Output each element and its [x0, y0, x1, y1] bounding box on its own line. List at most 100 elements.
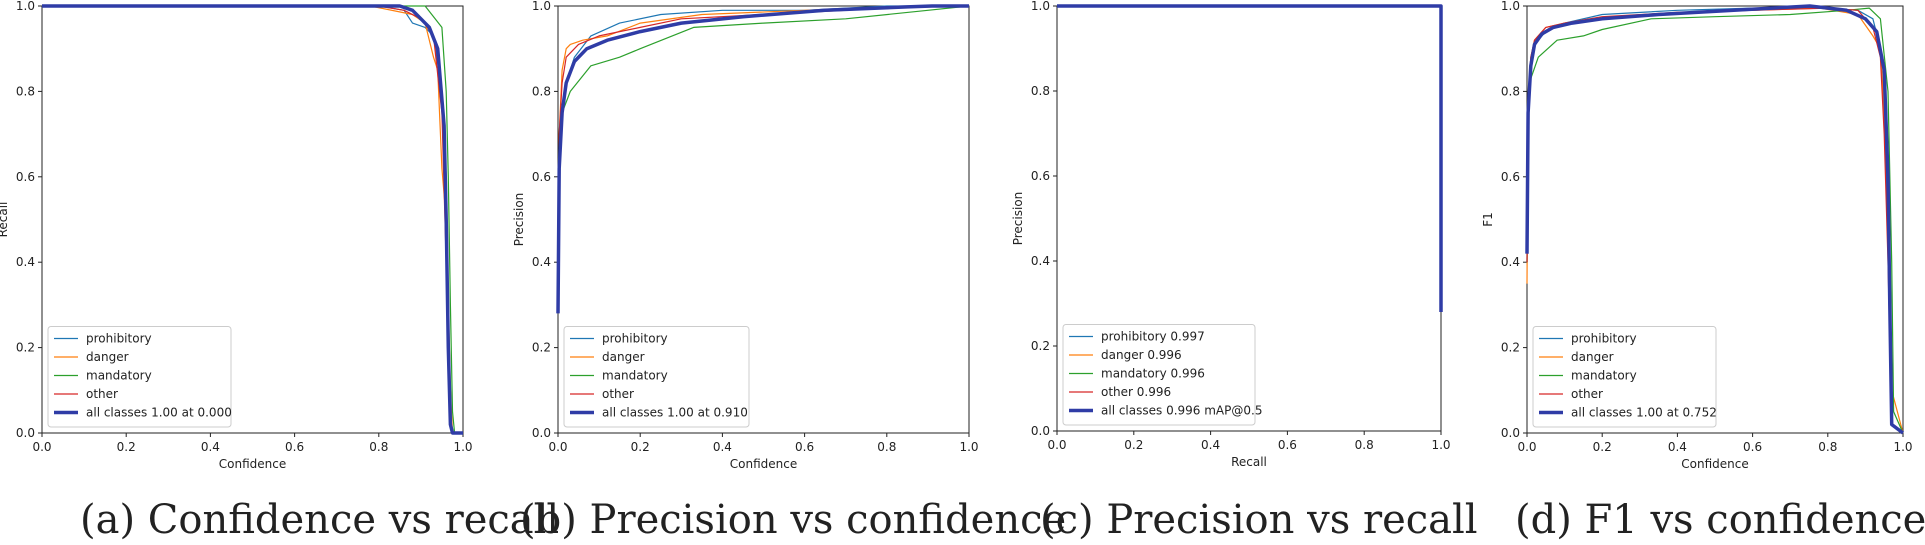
- series-line-all: [556, 4, 969, 314]
- legend-label: prohibitory: [86, 332, 152, 346]
- x-tick-label: 0.4: [1201, 438, 1220, 452]
- legend-label: danger: [86, 350, 129, 364]
- y-tick-label: 1.0: [532, 0, 551, 13]
- series-line-all: [1057, 4, 1443, 312]
- legend-label: other: [1571, 387, 1603, 401]
- x-tick-label: 1.0: [959, 440, 978, 454]
- series-line-mandatory: [557, 5, 970, 305]
- x-tick-label: 0.2: [117, 440, 136, 454]
- x-tick-label: 0.0: [548, 440, 567, 454]
- series-line-mandatory: [42, 5, 463, 434]
- x-tick-label: 0.4: [1668, 440, 1687, 454]
- legend-label: all classes 1.00 at 0.752: [1571, 406, 1717, 420]
- series-line-danger: [1057, 5, 1442, 312]
- x-tick-label: 0.0: [1517, 440, 1536, 454]
- y-tick-label: 0.4: [532, 255, 551, 269]
- legend-label: prohibitory: [602, 332, 668, 346]
- y-tick-label: 0.0: [1501, 426, 1520, 440]
- series-line-mandatory: [1526, 7, 1904, 434]
- panel-a: 0.0 0.2 0.4 0.6 0.8 1.0 0.0 0.2 0.4 0.6 0.8 1.0 Conf…: [0, 0, 559, 543]
- y-tick-label: 1.0: [1031, 0, 1050, 13]
- x-tick-label: 1.0: [453, 440, 472, 454]
- x-tick-label: 0.2: [1124, 438, 1143, 452]
- y-tick-label: 0.8: [532, 84, 551, 98]
- series-line-danger: [557, 5, 969, 305]
- x-tick-label: 0.0: [1047, 438, 1066, 452]
- legend-label: all classes 1.00 at 0.000: [86, 406, 232, 420]
- y-tick-label: 0.2: [532, 341, 551, 355]
- x-tick-label: 0.8: [1355, 438, 1374, 452]
- x-tick-label: 1.0: [1893, 440, 1912, 454]
- y-axis-label: Recall: [0, 202, 10, 238]
- x-tick-label: 0.2: [1593, 440, 1612, 454]
- y-tick-label: 0.6: [16, 170, 35, 184]
- y-tick-label: 0.4: [1501, 255, 1520, 269]
- legend-label: all classes 0.996 mAP@0.5: [1101, 404, 1262, 418]
- x-axis-label: Confidence: [730, 457, 797, 471]
- y-tick-label: 0.6: [1031, 169, 1050, 183]
- series-line-other: [557, 5, 969, 305]
- x-tick-label: 0.8: [369, 440, 388, 454]
- legend-box: [1532, 326, 1717, 428]
- y-axis-label: Precision: [1011, 192, 1025, 246]
- y-tick-label: 0.2: [1031, 339, 1050, 353]
- y-tick-label: 0.4: [1031, 254, 1050, 268]
- series-line-other: [1057, 5, 1442, 312]
- legend-box: [1062, 324, 1256, 426]
- y-tick-label: 0.2: [1501, 341, 1520, 355]
- y-axis-label: F1: [1481, 212, 1495, 227]
- x-tick-label: 0.6: [285, 440, 304, 454]
- x-tick-label: 1.0: [1431, 438, 1450, 452]
- legend-label: prohibitory: [1571, 332, 1637, 346]
- y-tick-label: 0.8: [1031, 84, 1050, 98]
- series-line-all: [1525, 4, 1905, 435]
- x-axis-label: Confidence: [1681, 457, 1748, 471]
- panel-caption: (a) Confidence vs recall: [80, 497, 559, 543]
- legend-label: mandatory: [1571, 369, 1637, 383]
- series-line-prohibitory: [557, 5, 969, 305]
- y-tick-label: 0.8: [1501, 84, 1520, 98]
- x-tick-label: 0.6: [1278, 438, 1297, 452]
- legend-label: other: [602, 387, 634, 401]
- panel-d: 0.0 0.2 0.4 0.6 0.8 1.0 0.0 0.2 0.4 0.6 0.8 1.0 Conf…: [1481, 0, 1925, 543]
- panel-caption: (b) Precision vs confidence: [520, 497, 1066, 543]
- x-tick-label: 0.8: [877, 440, 896, 454]
- x-axis-label: Recall: [1231, 455, 1267, 469]
- y-tick-label: 1.0: [1501, 0, 1520, 13]
- y-tick-label: 0.6: [1501, 170, 1520, 184]
- y-tick-label: 0.0: [1031, 424, 1050, 438]
- panel-b: 0.0 0.2 0.4 0.6 0.8 1.0 0.0 0.2 0.4 0.6 0.8 1.0 Conf…: [512, 0, 1066, 543]
- legend-label: danger 0.996: [1101, 348, 1182, 362]
- y-tick-label: 0.0: [532, 426, 551, 440]
- y-tick-label: 0.8: [16, 84, 35, 98]
- legend-box: [563, 326, 750, 428]
- x-tick-label: 0.0: [32, 440, 51, 454]
- panel-caption: (d) F1 vs confidence: [1515, 497, 1925, 543]
- y-tick-label: 0.6: [532, 170, 551, 184]
- x-tick-label: 0.8: [1818, 440, 1837, 454]
- y-tick-label: 1.0: [16, 0, 35, 13]
- legend-label: danger: [602, 350, 645, 364]
- x-tick-label: 0.6: [1743, 440, 1762, 454]
- panel-caption: (c) Precision vs recall: [1040, 497, 1478, 543]
- legend-label: all classes 1.00 at 0.910: [602, 406, 748, 420]
- legend-label: mandatory: [86, 369, 152, 383]
- series-line-prohibitory: [1057, 5, 1442, 312]
- legend-box: [47, 326, 232, 428]
- legend-label: danger: [1571, 350, 1614, 364]
- y-axis-label: Precision: [512, 193, 526, 247]
- series-line-mandatory: [1057, 5, 1442, 312]
- x-tick-label: 0.4: [201, 440, 220, 454]
- series-line-all: [42, 4, 463, 435]
- y-tick-label: 0.4: [16, 255, 35, 269]
- x-axis-label: Confidence: [219, 457, 286, 471]
- legend-label: mandatory: [602, 369, 668, 383]
- panel-c: 0.0 0.2 0.4 0.6 0.8 1.0 0.0 0.2 0.4 0.6 0.8 1.0 Reca…: [1011, 0, 1478, 543]
- legend-label: prohibitory 0.997: [1101, 330, 1205, 344]
- legend-label: mandatory 0.996: [1101, 367, 1205, 381]
- x-tick-label: 0.4: [713, 440, 732, 454]
- y-tick-label: 0.0: [16, 426, 35, 440]
- x-tick-label: 0.6: [795, 440, 814, 454]
- y-tick-label: 0.2: [16, 341, 35, 355]
